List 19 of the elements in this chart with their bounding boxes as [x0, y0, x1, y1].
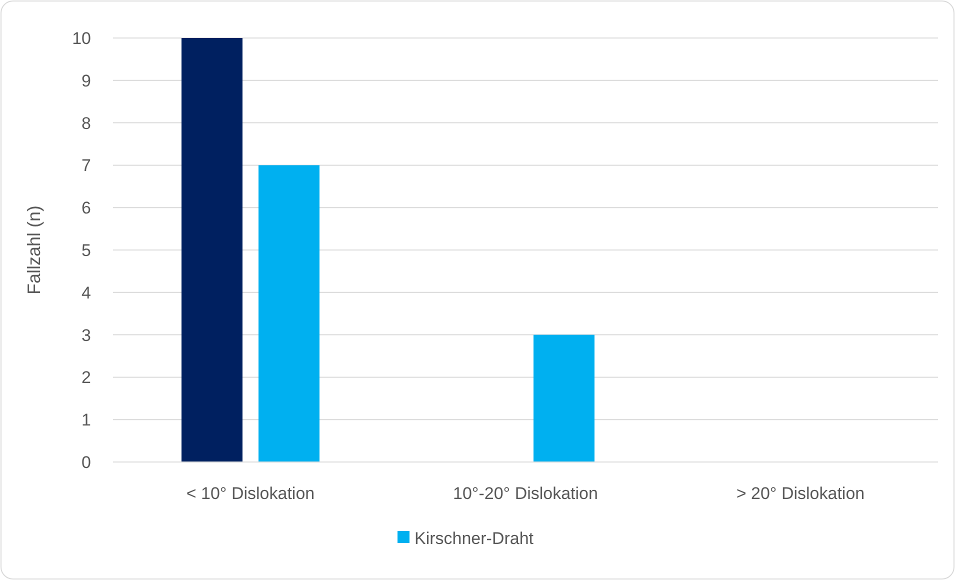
y-tick-label: 10 — [72, 28, 91, 48]
x-tick-label: > 20° Dislokation — [736, 484, 865, 503]
y-tick-label: 5 — [82, 240, 91, 260]
y-tick-label: 4 — [82, 283, 91, 302]
y-tick-label: 9 — [82, 71, 91, 90]
bar — [534, 334, 594, 462]
y-axis-title: Fallzahl (n) — [24, 205, 44, 295]
y-tick-label: 1 — [82, 410, 91, 430]
x-tick-label: 10°-20° Dislokation — [453, 484, 598, 503]
y-tick-label: 3 — [82, 326, 91, 345]
y-tick-label: 2 — [82, 368, 91, 388]
y-tick-label: 8 — [82, 114, 91, 133]
y-tick-label: 0 — [82, 452, 91, 472]
legend-label: Kirschner-Draht — [414, 528, 534, 548]
y-tick-label: 7 — [82, 156, 91, 176]
bar — [258, 165, 320, 462]
x-tick-label: < 10° Dislokation — [186, 484, 315, 503]
y-tick-label: 6 — [82, 198, 91, 218]
bar — [182, 38, 242, 462]
